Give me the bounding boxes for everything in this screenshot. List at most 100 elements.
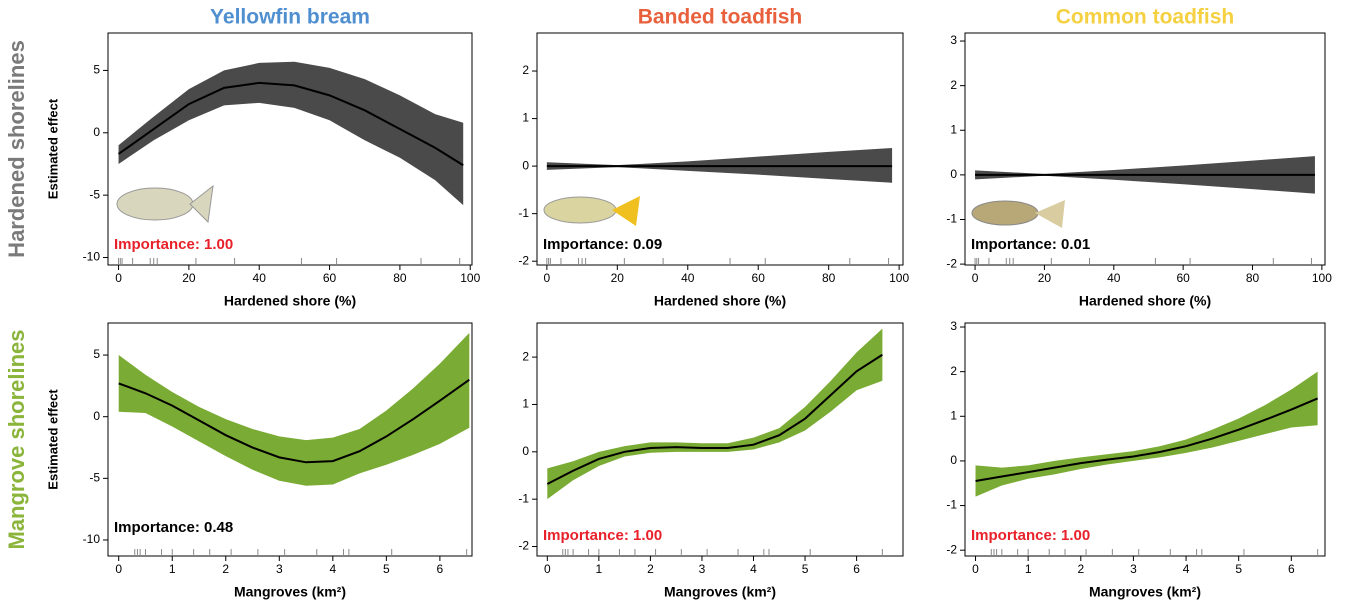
- x-axis-label: Hardened shore (%): [1079, 293, 1211, 309]
- plot-frame: [107, 32, 473, 266]
- x-tick-label: 100: [1312, 271, 1332, 285]
- x-tick-label: 20: [1038, 271, 1052, 285]
- x-tick-label: 5: [383, 562, 390, 576]
- x-tick-label: 4: [750, 562, 757, 576]
- y-tick-label: 2: [522, 349, 529, 363]
- x-tick-label: 0: [544, 562, 551, 576]
- x-tick-label: 0: [972, 271, 979, 285]
- x-tick-label: 40: [681, 271, 695, 285]
- y-tick-label: -2: [518, 253, 529, 267]
- x-tick-label: 0: [972, 562, 979, 576]
- y-tick-label: 0: [950, 167, 957, 181]
- plot-frame: [536, 322, 904, 557]
- y-tick-label: -10: [83, 532, 101, 546]
- y-tick-label: -1: [518, 206, 529, 220]
- plot-frame: [536, 32, 904, 266]
- x-tick-label: 2: [647, 562, 654, 576]
- y-tick-label: 2: [950, 78, 957, 92]
- y-tick-label: -5: [89, 187, 100, 201]
- x-tick-label: 6: [1288, 562, 1295, 576]
- x-tick-label: 0: [115, 271, 122, 285]
- x-tick-label: 100: [460, 271, 480, 285]
- plot-frame: [964, 32, 1326, 266]
- importance-annotation: Importance: 1.00: [971, 527, 1090, 544]
- y-tick-label: 2: [522, 63, 529, 77]
- confidence-band: [547, 328, 883, 500]
- row-title: Hardened shorelines: [4, 40, 29, 258]
- x-tick-label: 100: [889, 271, 909, 285]
- effect-line: [975, 397, 1319, 482]
- x-tick-label: 80: [822, 271, 836, 285]
- x-tick-label: 60: [752, 271, 766, 285]
- y-tick-label: 1: [950, 122, 957, 136]
- x-tick-label: 3: [1130, 562, 1137, 576]
- y-tick-label: 0: [950, 453, 957, 467]
- y-tick-label: 2: [950, 364, 957, 378]
- x-tick-label: 1: [169, 562, 176, 576]
- x-tick-label: 5: [802, 562, 809, 576]
- y-tick-label: -1: [518, 491, 529, 505]
- y-tick-label: 0: [93, 409, 100, 423]
- y-tick-label: 1: [522, 397, 529, 411]
- x-tick-label: 6: [853, 562, 860, 576]
- y-tick-label: 5: [93, 347, 100, 361]
- y-tick-label: -1: [946, 212, 957, 226]
- y-tick-label: -2: [946, 256, 957, 270]
- x-tick-label: 40: [253, 271, 267, 285]
- panel-title: Common toadfish: [1056, 6, 1235, 29]
- x-tick-label: 40: [1107, 271, 1121, 285]
- importance-annotation: Importance: 0.09: [543, 236, 662, 253]
- y-tick-label: 0: [522, 158, 529, 172]
- y-tick-label: 5: [93, 63, 100, 77]
- x-tick-label: 20: [611, 271, 625, 285]
- plot-frame: [964, 322, 1326, 557]
- y-tick-label: -2: [946, 542, 957, 556]
- x-tick-label: 80: [1246, 271, 1260, 285]
- y-tick-label: 1: [950, 408, 957, 422]
- y-tick-label: 1: [522, 111, 529, 125]
- fish-illustration: [116, 184, 1065, 228]
- x-axis-label: Hardened shore (%): [224, 293, 356, 309]
- panel-title: Yellowfin bream: [210, 6, 370, 29]
- x-tick-label: 20: [182, 271, 196, 285]
- importance-annotation: Importance: 0.48: [114, 519, 233, 536]
- x-tick-label: 2: [1077, 562, 1084, 576]
- row-title: Mangrove shorelines: [4, 329, 29, 549]
- importance-annotation: Importance: 0.01: [971, 236, 1090, 253]
- x-axis-label: Mangroves (km²): [1089, 584, 1201, 600]
- y-tick-label: 0: [93, 125, 100, 139]
- x-tick-label: 6: [437, 562, 444, 576]
- x-tick-label: 2: [222, 562, 229, 576]
- y-tick-label: 0: [522, 444, 529, 458]
- x-tick-label: 3: [276, 562, 283, 576]
- y-axis-label: Estimated effect: [45, 389, 60, 490]
- x-axis-label: Mangroves (km²): [234, 584, 346, 600]
- confidence-band: [118, 332, 470, 486]
- x-tick-label: 60: [323, 271, 337, 285]
- x-tick-label: 4: [1183, 562, 1190, 576]
- y-tick-label: 3: [950, 33, 957, 47]
- x-tick-label: 4: [329, 562, 336, 576]
- x-axis-label: Mangroves (km²): [664, 584, 776, 600]
- x-tick-label: 0: [544, 271, 551, 285]
- importance-annotation: Importance: 1.00: [114, 236, 233, 253]
- x-tick-label: 3: [699, 562, 706, 576]
- y-tick-label: -5: [89, 471, 100, 485]
- confidence-band: [118, 61, 464, 206]
- importance-annotation: Importance: 1.00: [543, 527, 662, 544]
- effect-line: [546, 353, 883, 485]
- y-tick-label: 3: [950, 319, 957, 333]
- x-tick-label: 1: [596, 562, 603, 576]
- y-axis-label: Estimated effect: [45, 98, 60, 199]
- effect-line: [117, 81, 464, 167]
- y-tick-label: -1: [946, 498, 957, 512]
- x-tick-label: 60: [1176, 271, 1190, 285]
- x-tick-label: 5: [1235, 562, 1242, 576]
- panel-title: Banded toadfish: [638, 6, 803, 29]
- x-axis-label: Hardened shore (%): [654, 293, 786, 309]
- y-tick-label: -10: [83, 250, 101, 264]
- confidence-band: [975, 371, 1318, 497]
- effect-line: [118, 378, 470, 464]
- x-tick-label: 80: [393, 271, 407, 285]
